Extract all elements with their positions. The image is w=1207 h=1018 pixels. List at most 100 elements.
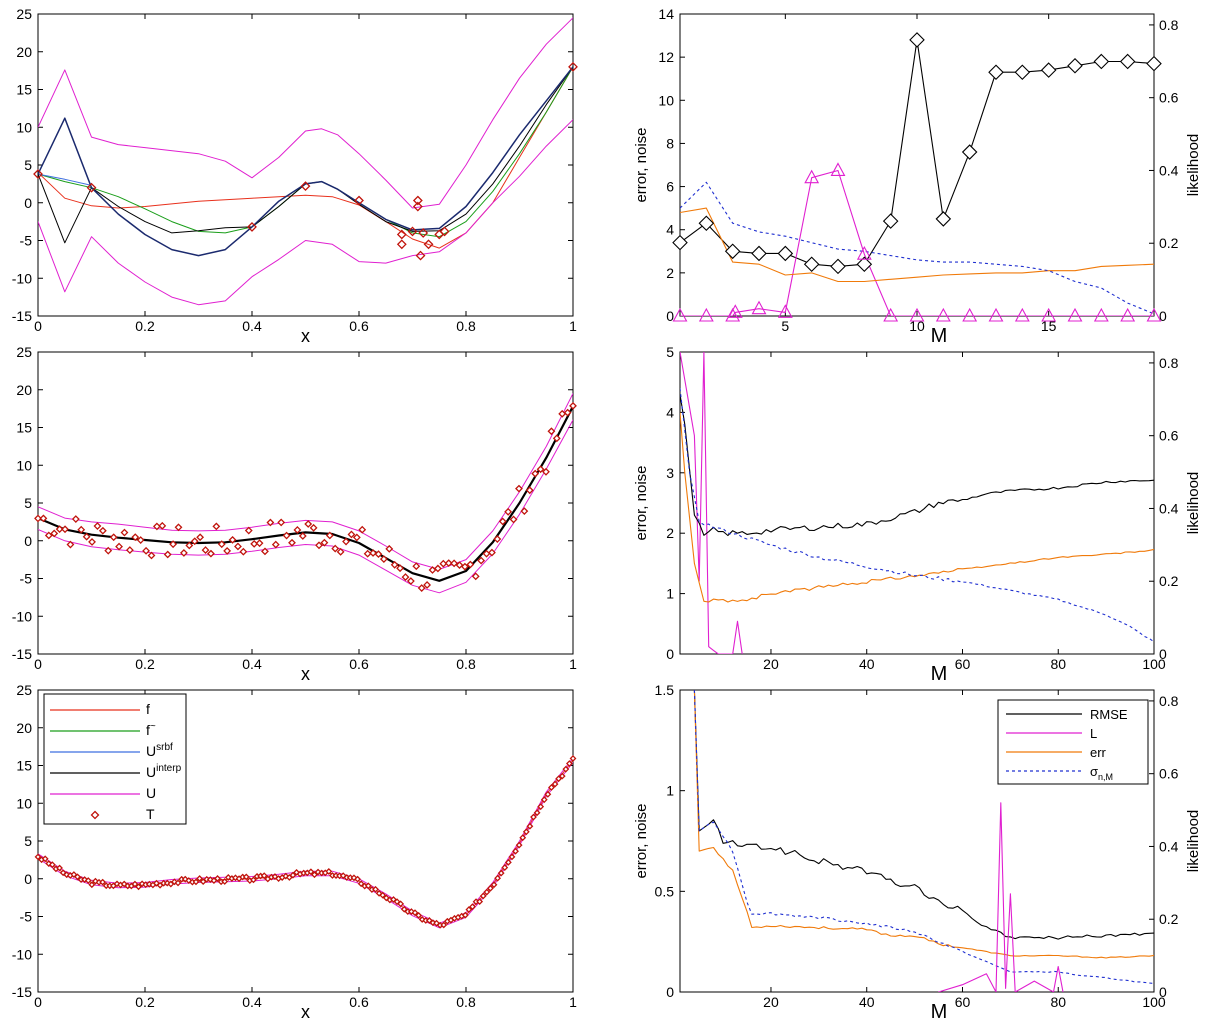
y-tick-label: 10 [16, 119, 32, 135]
data-point-marker [498, 517, 507, 526]
x-axis-label: M [931, 1001, 948, 1018]
plot-frame [679, 351, 1155, 655]
data-point-marker [34, 853, 42, 861]
data-point-marker [477, 556, 486, 565]
data-point-marker [401, 573, 410, 582]
point-marker-l [751, 300, 767, 315]
legend-superscript: interp [156, 763, 181, 774]
y-tick-label: 4 [666, 222, 674, 238]
point-marker-l [672, 307, 688, 322]
data-point-marker [397, 900, 405, 908]
data-point-marker [244, 526, 253, 535]
data-point-marker [92, 877, 99, 885]
x-tick-label: 0 [34, 656, 42, 672]
y-tick-label: 10 [16, 795, 32, 811]
x-tick-label: 80 [1050, 994, 1066, 1010]
series-line-uinterp [38, 405, 573, 582]
data-point-marker [266, 518, 275, 527]
x-tick-label: 60 [955, 656, 971, 672]
series-line-l [680, 169, 1154, 316]
x-tick-label: 10 [909, 318, 925, 334]
data-point-marker [309, 523, 318, 532]
series-line-sigma [680, 181, 1154, 315]
data-point-marker [185, 541, 194, 550]
data-point-marker [461, 911, 469, 919]
data-point-marker [512, 847, 519, 855]
x-tick-label: 1 [569, 318, 577, 334]
y2-tick-label: 0.4 [1159, 838, 1179, 854]
data-point-marker [433, 564, 442, 573]
data-point-marker [423, 581, 432, 589]
y-tick-label: 10 [16, 457, 32, 473]
data-point-marker [289, 871, 297, 879]
data-point-marker [558, 772, 566, 780]
y-tick-label: 0 [24, 871, 32, 887]
point-marker-l [1093, 307, 1109, 322]
y-tick-label: -15 [12, 308, 32, 324]
data-point-marker [440, 921, 448, 929]
data-point-marker [63, 871, 71, 879]
x-tick-label: 5 [781, 318, 789, 334]
y-tick-label: 20 [16, 44, 32, 60]
data-point-marker [569, 755, 577, 762]
data-point-marker [192, 878, 200, 886]
y-axis-label: error, noise [633, 127, 650, 202]
data-point-marker [504, 507, 513, 516]
data-point-marker [99, 878, 107, 886]
data-point-marker [466, 560, 475, 569]
data-point-marker [174, 523, 183, 532]
y-tick-label: 2 [666, 265, 674, 281]
chart-panel-left-bottom: -15 -10 -5 0 5 10 15 20 25 0 0.2 0.4 0.6 0.8 1 x f f~ Usrb… [12, 682, 577, 1018]
data-point-marker [336, 547, 345, 556]
y-tick-label: 2 [666, 525, 674, 541]
y-tick-label: 8 [666, 135, 674, 151]
y-axis-label: error, noise [633, 465, 650, 540]
y-tick-label: 6 [666, 179, 674, 195]
data-point-marker [250, 876, 257, 884]
data-point-marker [562, 765, 570, 773]
x-tick-label: 0.4 [242, 994, 262, 1010]
data-point-marker [196, 533, 205, 542]
y2-tick-label: 0.6 [1159, 428, 1179, 444]
y-tick-label: 25 [16, 6, 32, 22]
y2-axis-label: likelihood [1185, 472, 1202, 535]
data-point-marker [304, 520, 313, 528]
y-tick-label: 1 [666, 783, 674, 799]
data-point-marker [39, 514, 48, 523]
data-point-marker [354, 875, 361, 883]
x-tick-label: 0.8 [456, 318, 476, 334]
x-tick-label: 0.2 [135, 656, 155, 672]
x-axis-label: x [301, 664, 310, 684]
data-point-marker [519, 834, 527, 842]
y-tick-label: 1.5 [655, 682, 675, 698]
y-tick-label: 20 [16, 382, 32, 398]
series-line-u-lower [38, 419, 573, 594]
data-point-marker [565, 760, 573, 767]
data-point-marker [320, 538, 329, 547]
data-point-marker [479, 892, 487, 900]
data-point-marker [563, 408, 572, 417]
y2-tick-label: 0.8 [1159, 17, 1179, 33]
point-marker-rmse [1146, 55, 1162, 72]
plot-area [693, 690, 1154, 992]
data-point-marker [282, 531, 291, 540]
data-point-marker [364, 882, 372, 890]
y-tick-label: -10 [12, 608, 32, 624]
data-point-marker [486, 884, 494, 892]
data-point-marker [315, 541, 323, 550]
y-axis-label: error, noise [633, 803, 650, 878]
data-point-marker [239, 547, 248, 556]
data-point-marker [136, 536, 145, 544]
data-point-marker [423, 239, 434, 250]
data-point-marker [298, 532, 307, 540]
data-point-marker [45, 860, 53, 868]
legend-label: L [1090, 726, 1097, 741]
data-point-marker [232, 874, 239, 882]
data-point-marker [71, 515, 80, 523]
data-point-marker [55, 525, 64, 534]
series-line-usrbf [38, 173, 92, 186]
data-point-marker [548, 784, 555, 791]
data-point-marker [88, 538, 96, 546]
y-tick-label: 25 [16, 344, 32, 360]
